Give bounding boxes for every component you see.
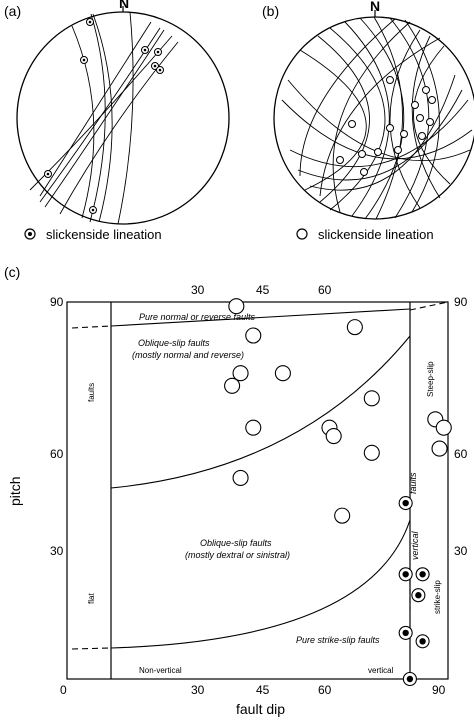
open-point-1 (245, 327, 262, 344)
open-point-10 (363, 444, 380, 461)
north-label-b: N (370, 0, 380, 14)
label-faults-right: faults (408, 472, 418, 494)
dotted-point-5 (415, 634, 430, 649)
open-point-5 (274, 365, 291, 382)
open-point-9 (363, 390, 380, 407)
dotted-point-3 (411, 588, 426, 603)
stereonet-a: (a) N slickenside lineation (4, 0, 230, 242)
region-labels: Pure normal or reverse faults Oblique-sl… (87, 312, 442, 675)
dotted-point-6 (402, 671, 417, 687)
classification-diagram-c: (c) pitch fault dip 90 60 30 90 60 30 0 … (4, 264, 468, 717)
label-vertical-bottom: vertical (368, 666, 394, 675)
stereonet-b: (b) N (262, 0, 474, 242)
legend-a-text: slickenside lineation (46, 227, 162, 242)
y-axis-title: pitch (7, 476, 23, 506)
tick-labels: 90 60 30 90 60 30 0 30 45 60 90 30 45 60 (50, 283, 468, 697)
open-point-0 (228, 298, 245, 315)
open-point-12 (334, 507, 351, 524)
label-strike-slip: strike-slip (433, 580, 442, 614)
stereonet-b-primitive (273, 16, 474, 220)
stereonet-a-primitive (16, 11, 230, 225)
open-point-15 (431, 440, 448, 457)
label-oblique-normal: Oblique-slip faults (138, 338, 210, 348)
x-tick-60: 60 (318, 683, 332, 697)
label-steep-slip: Steep-slip (426, 361, 435, 397)
x-tick-0: 0 (60, 683, 67, 697)
dotted-point-0 (398, 496, 413, 511)
y-tick-90: 90 (50, 295, 64, 309)
great-circles-a (29, 11, 179, 225)
legend-b-open-circle-icon (296, 228, 308, 240)
legend-b-text: slickenside lineation (318, 227, 434, 242)
label-oblique-normal-sub: (mostly normal and reverse) (132, 350, 244, 360)
open-point-11 (232, 469, 249, 486)
dotted-point-2 (415, 567, 430, 582)
curve-pure-normal (110, 308, 411, 327)
boundary-curves (71, 301, 449, 650)
label-vertical-right: vertical (410, 530, 420, 560)
label-oblique-strike-sub: (mostly dextral or sinistral) (185, 550, 290, 560)
data-points (224, 298, 452, 687)
x-top-tick-45: 45 (256, 283, 270, 297)
panel-c-label: (c) (4, 264, 20, 280)
curve-oblique-divide (110, 335, 411, 489)
x-tick-30: 30 (191, 683, 205, 697)
open-point-6 (245, 419, 262, 436)
x-tick-90: 90 (432, 683, 446, 697)
great-circles-b (281, 16, 473, 220)
label-pure-normal: Pure normal or reverse faults (139, 312, 256, 322)
y-tick-60: 60 (50, 447, 64, 461)
y-right-tick-30: 30 (454, 544, 468, 558)
curve-pure-strike (110, 519, 411, 649)
open-point-8 (325, 427, 342, 445)
label-faults-left: faults (87, 383, 96, 402)
label-oblique-strike: Oblique-slip faults (200, 538, 272, 548)
x-tick-45: 45 (256, 683, 270, 697)
x-top-tick-60: 60 (318, 283, 332, 297)
label-pure-strike: Pure strike-slip faults (296, 635, 380, 645)
open-point-3 (224, 377, 241, 394)
x-axis-title: fault dip (236, 701, 285, 717)
plot-frame (66, 301, 449, 680)
label-flat: flat (87, 593, 96, 604)
y-right-tick-90: 90 (454, 295, 468, 309)
lineations-a (44, 18, 164, 214)
y-tick-30: 30 (50, 544, 64, 558)
x-top-tick-30: 30 (191, 283, 205, 297)
y-right-tick-60: 60 (454, 447, 468, 461)
label-non-vertical: Non-vertical (139, 666, 182, 675)
dotted-point-1 (398, 567, 413, 582)
panel-a-label: (a) (4, 3, 21, 19)
lineations-b (336, 76, 436, 176)
open-point-2 (346, 319, 363, 336)
open-point-4 (232, 365, 249, 382)
open-point-14 (435, 419, 452, 436)
dotted-point-4 (398, 625, 413, 640)
panel-b-label: (b) (262, 3, 279, 19)
north-label-a: N (119, 0, 129, 11)
